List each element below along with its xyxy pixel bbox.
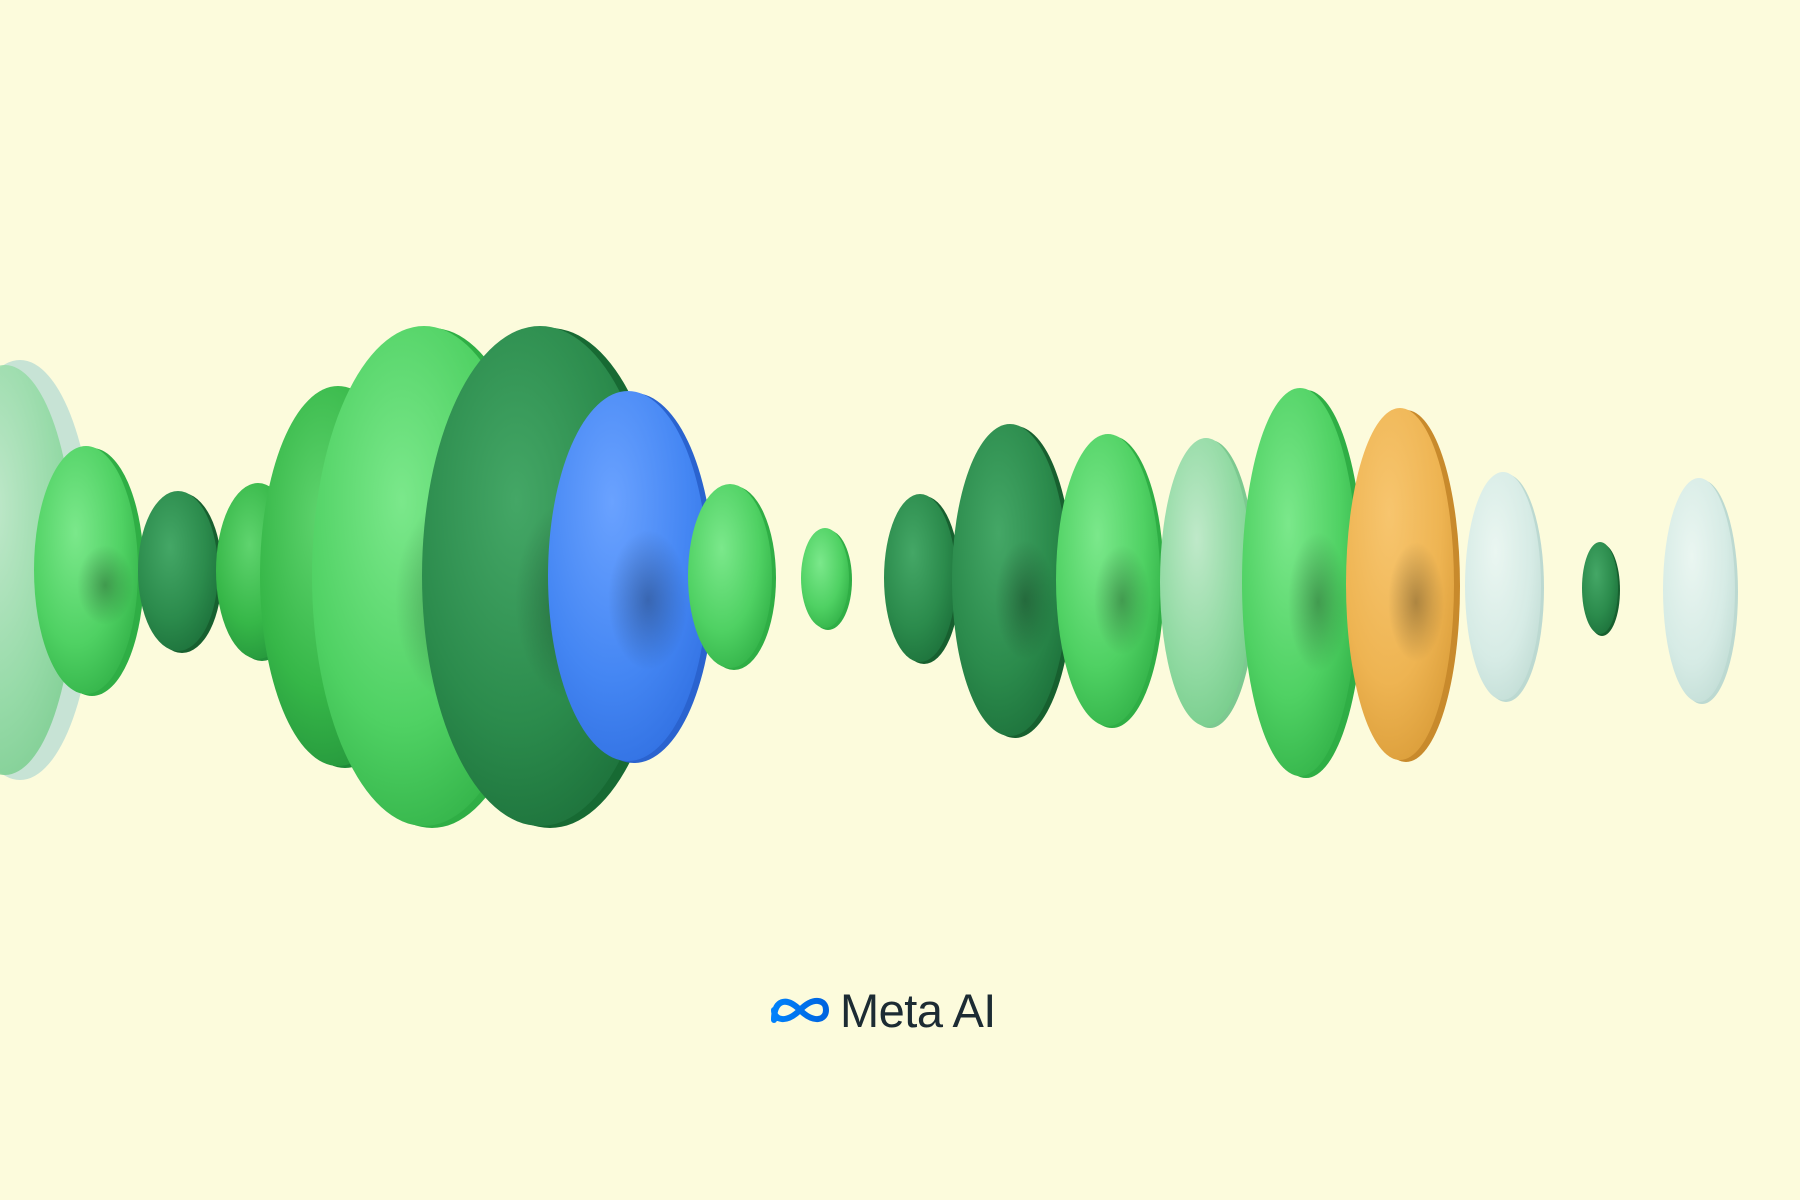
disc-green-light-small <box>801 528 852 630</box>
disc-green-light-1 <box>34 446 144 696</box>
disc-blue <box>548 391 714 763</box>
disc-orange <box>1346 408 1460 762</box>
disc-pale-green <box>1160 438 1256 728</box>
meta-infinity-icon <box>771 998 830 1023</box>
meta-ai-logo: Meta AI <box>768 975 996 1045</box>
disc-green-dark-1 <box>138 491 222 653</box>
disc-green-dark-small <box>1582 542 1620 636</box>
brand-name: Meta AI <box>840 983 996 1037</box>
disc-green-dark-3 <box>884 494 960 664</box>
disc-pale-1 <box>1465 472 1544 702</box>
disc-green-light-4 <box>1056 434 1164 728</box>
disc-green-dark-4 <box>952 424 1073 738</box>
disc-green-light-5 <box>1242 388 1364 778</box>
disc-green-light-3 <box>688 484 776 670</box>
disc-pale-2 <box>1663 478 1738 704</box>
